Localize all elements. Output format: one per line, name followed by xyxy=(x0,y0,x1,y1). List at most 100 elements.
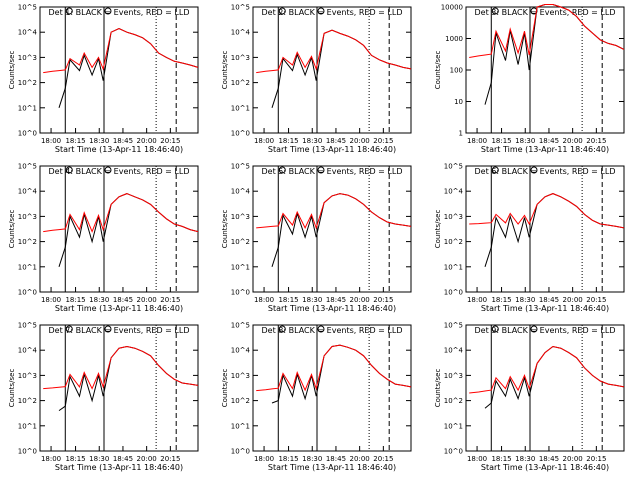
y-tick-label: 10^2 xyxy=(231,79,250,87)
x-tick-label: 18:45 xyxy=(539,455,559,463)
series-line-lld xyxy=(469,193,625,229)
x-tick-label: 18:45 xyxy=(113,455,133,463)
x-tick-label: 18:30 xyxy=(515,137,535,145)
x-tick-label: 20:00 xyxy=(137,296,157,304)
y-tick-label: 10^2 xyxy=(18,238,37,246)
y-tick-label: 10^3 xyxy=(18,372,37,380)
x-tick-label: 18:15 xyxy=(491,455,511,463)
x-tick-label: 18:30 xyxy=(302,455,322,463)
x-tick-label: 20:00 xyxy=(137,455,157,463)
y-tick-label: 10^3 xyxy=(18,213,37,221)
saa-marker-icon xyxy=(491,325,499,333)
series-line-events xyxy=(58,27,199,108)
y-tick-label: 10^1 xyxy=(444,422,463,430)
x-axis-label: Start Time (13-Apr-11 18:46:40) xyxy=(268,463,396,472)
x-tick-label: 20:15 xyxy=(373,455,393,463)
saa-marker-icon xyxy=(278,325,286,333)
y-axis-label: Counts/sec xyxy=(434,51,442,90)
x-tick-label: 18:45 xyxy=(113,137,133,145)
y-tick-label: 10^2 xyxy=(231,397,250,405)
x-axis-label: Start Time (13-Apr-11 18:46:40) xyxy=(268,304,396,313)
y-tick-label: 10^0 xyxy=(231,289,250,297)
x-tick-label: 18:45 xyxy=(326,296,346,304)
x-tick-label: 18:00 xyxy=(467,296,487,304)
y-axis-label: Counts/sec xyxy=(8,51,16,90)
y-tick-label: 100 xyxy=(450,67,463,75)
y-tick-label: 10^1 xyxy=(231,263,250,271)
y-tick-label: 10^5 xyxy=(18,163,37,171)
y-tick-label: 10^1 xyxy=(231,104,250,112)
x-tick-label: 18:15 xyxy=(491,296,511,304)
x-axis-label: Start Time (13-Apr-11 18:46:40) xyxy=(268,145,396,154)
panel-3: Det 3: BLACK = Events, RED = LLD 1 10 100 10… xyxy=(434,4,625,154)
series-line-lld xyxy=(43,27,199,74)
saa-marker-icon xyxy=(491,7,499,15)
y-tick-label: 10^2 xyxy=(444,238,463,246)
y-tick-label: 10^5 xyxy=(231,322,250,330)
y-tick-label: 1000 xyxy=(445,35,463,43)
panel-title: Det 1: BLACK = Events, RED = LLD xyxy=(49,8,190,17)
x-tick-label: 18:30 xyxy=(302,296,322,304)
panel-6: Det 6: BLACK = Events, RED = LLD 10^0 10^1… xyxy=(434,163,625,313)
y-tick-label: 10^4 xyxy=(18,188,38,196)
y-axis-label: Counts/sec xyxy=(221,369,229,408)
x-tick-label: 20:15 xyxy=(586,455,606,463)
x-tick-label: 18:45 xyxy=(326,137,346,145)
x-tick-label: 18:30 xyxy=(89,296,109,304)
panel-title: Det 2: BLACK = Events, RED = LLD xyxy=(262,8,403,17)
saa-marker-icon xyxy=(65,166,73,174)
panel-title: Det 8: BLACK = Events, RED = LLD xyxy=(262,326,403,335)
plot-frame xyxy=(39,6,199,134)
x-tick-label: 18:30 xyxy=(515,455,535,463)
series-line-lld xyxy=(43,193,199,233)
x-tick-label: 18:30 xyxy=(515,296,535,304)
y-axis-label: Counts/sec xyxy=(434,210,442,249)
y-tick-label: 10^0 xyxy=(444,448,463,456)
saa-marker-icon xyxy=(104,166,112,174)
y-tick-label: 10^1 xyxy=(231,422,250,430)
y-axis-label: Counts/sec xyxy=(221,51,229,90)
x-tick-label: 18:00 xyxy=(254,137,274,145)
x-tick-label: 20:00 xyxy=(563,455,583,463)
series-line-lld xyxy=(256,344,412,392)
panel-4: Det 4: BLACK = Events, RED = LLD 10^0 10^1… xyxy=(8,163,199,313)
x-tick-label: 20:15 xyxy=(160,296,180,304)
y-tick-label: 10^1 xyxy=(444,263,463,271)
x-axis-label: Start Time (13-Apr-11 18:46:40) xyxy=(481,304,609,313)
y-tick-label: 10000 xyxy=(441,4,463,12)
y-axis-label: Counts/sec xyxy=(8,210,16,249)
x-tick-label: 20:00 xyxy=(350,296,370,304)
y-tick-label: 10^0 xyxy=(231,448,250,456)
series-line-events xyxy=(271,193,412,267)
x-tick-label: 20:00 xyxy=(563,137,583,145)
x-tick-label: 18:45 xyxy=(113,296,133,304)
y-tick-label: 1 xyxy=(459,130,463,138)
y-tick-label: 10^4 xyxy=(231,188,251,196)
panel-title: Det 7: BLACK = Events, RED = LLD xyxy=(49,326,190,335)
panel-title: Det 6: BLACK = Events, RED = LLD xyxy=(475,167,616,176)
y-axis-label: Counts/sec xyxy=(221,210,229,249)
saa-marker-icon xyxy=(317,325,325,333)
x-tick-label: 18:15 xyxy=(65,455,85,463)
plot-frame xyxy=(465,324,625,452)
y-tick-label: 10^0 xyxy=(18,448,37,456)
x-axis-label: Start Time (13-Apr-11 18:46:40) xyxy=(55,304,183,313)
x-tick-label: 20:00 xyxy=(350,455,370,463)
x-axis-label: Start Time (13-Apr-11 18:46:40) xyxy=(481,463,609,472)
x-tick-label: 18:00 xyxy=(467,455,487,463)
y-tick-label: 10^0 xyxy=(231,130,250,138)
x-tick-label: 20:15 xyxy=(586,296,606,304)
x-tick-label: 18:45 xyxy=(539,296,559,304)
panel-1: Det 1: BLACK = Events, RED = LLD 10^0 10^1… xyxy=(8,4,199,154)
x-tick-label: 18:30 xyxy=(89,455,109,463)
series-line-events xyxy=(484,193,625,267)
saa-marker-icon xyxy=(65,325,73,333)
saa-marker-icon xyxy=(65,7,73,15)
plot-frame xyxy=(252,324,412,452)
saa-marker-icon xyxy=(317,166,325,174)
y-tick-label: 10^1 xyxy=(18,263,37,271)
panel-2: Det 2: BLACK = Events, RED = LLD 10^0 10^1… xyxy=(221,4,412,154)
y-tick-label: 10^4 xyxy=(18,347,38,355)
x-tick-label: 18:00 xyxy=(254,296,274,304)
x-axis-label: Start Time (13-Apr-11 18:46:40) xyxy=(55,463,183,472)
